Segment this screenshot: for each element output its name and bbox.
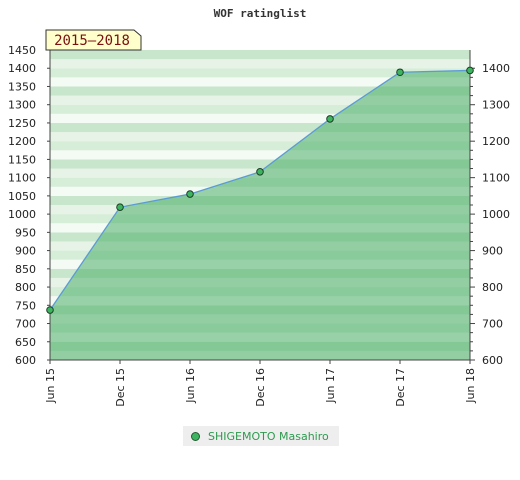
chart-title: WOF ratinglist — [214, 7, 307, 20]
data-point — [466, 66, 474, 75]
left-tick-label: 900 — [15, 245, 36, 258]
data-point — [46, 306, 54, 314]
right-y-axis: 600 700 800 900 1000 1100 1200 1300 1400 — [470, 62, 510, 367]
legend-marker — [191, 431, 200, 441]
left-y-axis: 600 650 700 750 800 850 900 950 1000 1050 1100 1150… — [8, 44, 50, 367]
data-point — [256, 168, 264, 176]
x-tick-label: Jun 16 — [184, 368, 197, 404]
right-tick-label: 1000 — [482, 208, 510, 221]
right-tick-label: 1100 — [482, 172, 510, 185]
right-tick-label: 1400 — [482, 62, 510, 75]
data-point — [326, 115, 334, 123]
x-tick-label: Dec 15 — [114, 368, 127, 407]
x-tick-label: Jun 15 — [44, 368, 57, 404]
series-points — [46, 66, 474, 314]
grid-band — [50, 59, 470, 69]
left-tick-label: 600 — [15, 354, 36, 367]
grid-band — [50, 86, 470, 96]
grid-band — [50, 50, 470, 60]
right-tick-label: 600 — [482, 354, 503, 367]
left-tick-label: 1150 — [8, 153, 36, 166]
x-tick-label: Dec 16 — [254, 368, 267, 407]
left-tick-label: 850 — [15, 263, 36, 276]
x-tick-label: Dec 17 — [394, 368, 407, 407]
left-tick-label: 1350 — [8, 80, 36, 93]
grid-band — [50, 95, 470, 105]
x-axis: Jun 15 Dec 15 Jun 16 Dec 16 Jun 17 Dec 17 Jun … — [44, 360, 477, 407]
left-tick-label: 1250 — [8, 117, 36, 130]
series-area-fill — [50, 70, 470, 361]
right-tick-label: 1200 — [482, 135, 510, 148]
data-point — [396, 68, 404, 77]
grid-band — [50, 122, 470, 133]
right-tick-label: 1300 — [482, 99, 510, 112]
grid-band — [50, 68, 470, 78]
left-tick-label: 650 — [15, 336, 36, 349]
left-tick-label: 950 — [15, 226, 36, 239]
data-point — [116, 203, 124, 211]
left-tick-label: 1300 — [8, 99, 36, 112]
grid-band — [50, 159, 470, 169]
right-tick-label: 800 — [482, 281, 503, 294]
right-tick-label: 900 — [482, 245, 503, 258]
grid-band — [50, 113, 470, 123]
left-tick-label: 1200 — [8, 135, 36, 148]
grid-band — [50, 141, 470, 151]
left-tick-label: 1000 — [8, 208, 36, 221]
x-tick-label: Jun 17 — [324, 368, 337, 404]
left-tick-label: 700 — [15, 318, 36, 331]
legend: SHIGEMOTO Masahiro — [183, 426, 339, 446]
data-point — [186, 190, 194, 198]
period-label: 2015–2018 — [54, 33, 130, 49]
left-tick-label: 1450 — [8, 44, 36, 57]
legend-label: SHIGEMOTO Masahiro — [208, 429, 329, 443]
left-tick-label: 1050 — [8, 190, 36, 203]
right-tick-label: 700 — [482, 318, 503, 331]
left-tick-label: 1400 — [8, 62, 36, 75]
x-tick-label: Jun 18 — [464, 368, 477, 404]
left-tick-label: 750 — [15, 299, 36, 312]
period-badge: 2015–2018 — [45, 29, 142, 51]
grid-band — [50, 132, 470, 142]
grid-band — [50, 150, 470, 160]
grid-band — [50, 77, 470, 87]
left-tick-label: 1100 — [8, 172, 36, 185]
grid-band — [50, 104, 470, 114]
left-tick-label: 800 — [15, 281, 36, 294]
